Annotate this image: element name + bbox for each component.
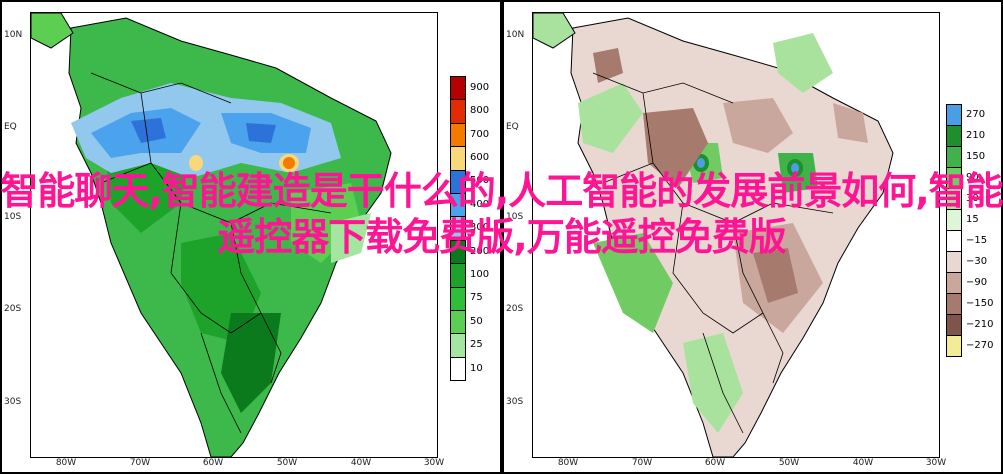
- legend-swatch: [947, 252, 961, 273]
- lon-label-30w: 30W: [423, 458, 445, 468]
- lat-label-20s: 20S: [4, 304, 22, 314]
- legend-swatch: [947, 336, 961, 357]
- legend-label: −150: [966, 297, 994, 309]
- legend-swatch: [451, 100, 465, 124]
- lat-label-10n: 10N: [4, 30, 23, 40]
- legend-swatch: [947, 210, 961, 231]
- legend-label: 700: [470, 128, 490, 140]
- lon-label-70w: 70W: [129, 458, 151, 468]
- right-map-frame: [532, 12, 940, 458]
- legend-swatch: [451, 334, 465, 358]
- legend-swatch: [451, 287, 465, 311]
- legend-swatch: [947, 105, 961, 126]
- left-map-panel: 10N EQ 10S 20S 30S 80W 70W 60W 50W 40W 3…: [0, 0, 502, 474]
- legend-swatch: [451, 77, 465, 101]
- legend-label: 150: [966, 150, 986, 162]
- legend-swatch: [947, 315, 961, 336]
- lon-label-60w-right: 60W: [704, 458, 726, 468]
- left-map-frame: [30, 12, 438, 458]
- legend-label: 100: [470, 268, 490, 280]
- legend-label: −30: [966, 255, 988, 267]
- right-map-panel: 10N EQ 10S 20S 30S 80W 70W 60W 50W 40W 3…: [502, 0, 1003, 474]
- lat-label-eq-right: EQ: [506, 122, 519, 132]
- lat-label-10s-right: 10S: [506, 212, 524, 222]
- legend-swatch: [451, 170, 465, 194]
- legend-swatch: [947, 294, 961, 315]
- right-color-legend: [946, 104, 962, 357]
- legend-swatch: [947, 273, 961, 294]
- lon-label-40w: 40W: [350, 458, 372, 468]
- lat-label-30s-right: 30S: [506, 397, 524, 407]
- legend-swatch: [451, 240, 465, 265]
- legend-label: 900: [470, 81, 490, 93]
- legend-label: 800: [470, 105, 490, 117]
- legend-label: 200: [470, 245, 490, 257]
- legend-label: 90: [966, 171, 979, 183]
- legend-swatch: [451, 123, 465, 148]
- legend-label: 10: [470, 362, 483, 374]
- legend-label: 30: [966, 192, 979, 204]
- legend-label: 210: [966, 129, 986, 141]
- heavy-rain-band: [71, 83, 341, 178]
- lon-label-50w-right: 50W: [778, 458, 800, 468]
- legend-label: 15: [966, 213, 979, 225]
- lon-label-80w-right: 80W: [557, 458, 579, 468]
- left-color-legend: [450, 76, 466, 382]
- central-america: [31, 13, 74, 49]
- legend-label: 270: [966, 108, 986, 120]
- lat-label-10s: 10S: [4, 212, 22, 222]
- lon-label-70w-right: 70W: [631, 458, 653, 468]
- legend-swatch: [947, 189, 961, 210]
- lat-label-10n-right: 10N: [506, 30, 525, 40]
- left-precipitation-map: [31, 13, 437, 457]
- lon-label-50w: 50W: [276, 458, 298, 468]
- lon-label-30w-right: 30W: [925, 458, 947, 468]
- legend-swatch: [451, 217, 465, 241]
- legend-swatch: [947, 231, 961, 252]
- legend-swatch: [947, 168, 961, 189]
- legend-label: 50: [470, 315, 483, 327]
- legend-label: 75: [470, 292, 483, 304]
- legend-label: 500: [470, 175, 490, 187]
- lat-label-20s-right: 20S: [506, 304, 524, 314]
- legend-swatch: [947, 126, 961, 147]
- legend-swatch: [451, 147, 465, 171]
- legend-label: 25: [470, 339, 483, 351]
- legend-label: −15: [966, 234, 988, 246]
- legend-swatch: [451, 193, 465, 218]
- lat-label-eq: EQ: [4, 122, 17, 132]
- lon-label-60w: 60W: [202, 458, 224, 468]
- lon-label-40w-right: 40W: [852, 458, 874, 468]
- legend-label: −270: [966, 339, 994, 351]
- lat-label-30s: 30S: [4, 397, 22, 407]
- lon-label-80w: 80W: [55, 458, 77, 468]
- legend-label: 400: [470, 198, 490, 210]
- legend-swatch: [451, 264, 465, 288]
- right-anomaly-map: [533, 13, 939, 457]
- legend-label: 600: [470, 151, 490, 163]
- legend-swatch: [451, 357, 465, 382]
- legend-label: 300: [470, 222, 490, 234]
- legend-label: −90: [966, 276, 988, 288]
- legend-swatch: [451, 310, 465, 335]
- legend-swatch: [947, 147, 961, 168]
- legend-label: −210: [966, 318, 994, 330]
